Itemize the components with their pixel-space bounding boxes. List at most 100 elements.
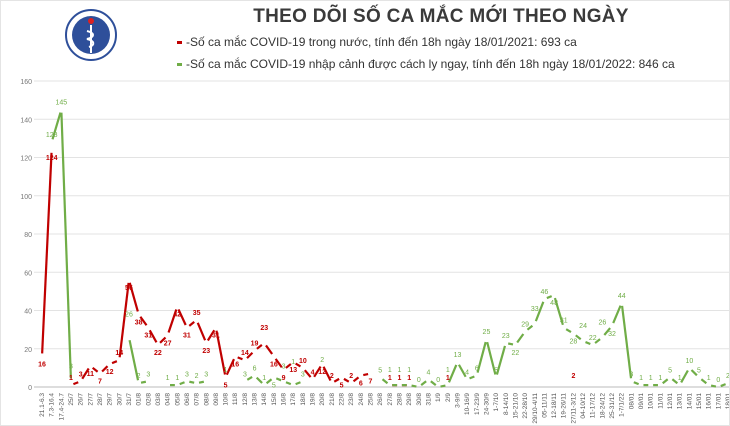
- series-segment: [585, 341, 591, 345]
- data-label: 1: [649, 375, 653, 382]
- y-tick-label: 120: [20, 156, 32, 163]
- x-tick-label: 30/7: [116, 393, 123, 406]
- data-label: 1: [398, 375, 402, 382]
- data-label: 31: [212, 333, 220, 340]
- legend-domestic: -Số ca mắc COVID-19 trong nước, tính đến…: [177, 35, 577, 49]
- x-tick-label: 08/8: [203, 393, 210, 406]
- data-label: 3: [629, 371, 633, 378]
- series-segment: [177, 308, 187, 326]
- x-tick-label: 15-21/10: [512, 393, 519, 419]
- series-segment: [411, 384, 417, 388]
- data-label: 28: [570, 338, 578, 345]
- x-tick-label: 27/11-3/12: [570, 393, 577, 424]
- series-segment: [476, 341, 487, 373]
- data-label: 9: [282, 375, 286, 382]
- data-label: 14: [241, 350, 249, 357]
- x-tick-label: 06/8: [184, 393, 191, 406]
- data-label: 5: [272, 382, 276, 389]
- series-segment: [495, 345, 507, 375]
- series-segment: [255, 376, 263, 384]
- data-label: 5: [697, 367, 701, 374]
- x-tick-label: 16/01: [706, 393, 713, 410]
- x-tick-label: 17/8: [290, 393, 297, 406]
- series-segment: [620, 305, 633, 379]
- data-label: 7: [369, 379, 373, 386]
- series-segment: [265, 378, 273, 385]
- series-segment: [198, 380, 205, 384]
- x-tick-label: 17-23/9: [474, 393, 481, 415]
- data-label: 6: [253, 366, 257, 373]
- data-label: 35: [193, 310, 201, 317]
- data-label: 4: [311, 369, 315, 376]
- series-segment: [447, 364, 458, 383]
- legend-marker-red: [177, 41, 182, 45]
- x-tick-label: 1/9: [435, 393, 442, 402]
- data-label: 0: [417, 377, 421, 384]
- x-tick-label: 09/01: [638, 393, 645, 410]
- x-tick-label: 05/8: [174, 393, 181, 406]
- data-label: 10: [685, 358, 693, 365]
- x-tick-label: 31/8: [425, 393, 432, 406]
- data-label: 38: [135, 319, 143, 326]
- series-segment: [167, 309, 178, 333]
- ministry-of-health-logo: [65, 9, 117, 61]
- x-tick-label: 31/7: [126, 393, 133, 406]
- x-tick-label: 19/8: [310, 393, 317, 406]
- x-tick-label: 27/8: [387, 393, 394, 406]
- data-label: 3: [204, 371, 208, 378]
- data-label: 5: [224, 382, 228, 389]
- series-segment: [159, 336, 167, 344]
- data-label: 27: [164, 340, 172, 347]
- series-segment: [295, 362, 302, 368]
- data-label: 13: [289, 367, 297, 374]
- y-tick-label: 100: [20, 194, 32, 201]
- x-tick-label: 10/8: [223, 393, 230, 406]
- x-tick-label: 10-16/9: [464, 393, 471, 415]
- y-tick-label: 80: [24, 232, 32, 239]
- x-tick-label: 22-28/10: [522, 393, 529, 419]
- series-segment: [60, 112, 72, 379]
- x-tick-label: 14/01: [686, 393, 693, 410]
- x-tick-label: 13/8: [252, 393, 259, 406]
- series-segment: [720, 383, 726, 388]
- series-segment: [457, 364, 467, 378]
- data-label: 33: [531, 306, 539, 313]
- data-label: 2: [137, 373, 141, 380]
- data-label: 124: [46, 155, 58, 162]
- data-label: 12: [106, 369, 114, 376]
- data-label: 5: [494, 367, 498, 374]
- data-label: 7: [98, 379, 102, 386]
- x-tick-label: 01/8: [136, 393, 143, 406]
- data-label: 128: [46, 132, 58, 139]
- series-segment: [118, 282, 130, 358]
- series-segment: [469, 375, 475, 380]
- data-label: 1: [678, 375, 682, 382]
- data-label: 13: [454, 352, 462, 359]
- series-segment: [565, 328, 572, 333]
- data-label: 16: [231, 361, 239, 368]
- y-tick-label: 40: [24, 309, 32, 316]
- data-label: 12: [318, 369, 326, 376]
- series-segment: [343, 377, 350, 383]
- series-segment: [333, 377, 340, 383]
- x-tick-label: 3-9/9: [454, 393, 461, 408]
- data-label: 1: [407, 375, 411, 382]
- series-segment: [148, 329, 158, 343]
- legend-label-domestic: -Số ca mắc COVID-19 trong nước, tính đến…: [186, 35, 577, 49]
- series-segment: [275, 377, 282, 382]
- legend-marker-green: [177, 63, 182, 67]
- series-segment: [295, 381, 301, 386]
- data-label: 2: [195, 373, 199, 380]
- data-label: 5: [668, 367, 672, 374]
- x-tick-label: 11/8: [232, 393, 239, 406]
- series-segment: [594, 338, 601, 344]
- data-label: 6: [359, 381, 363, 388]
- chart-title: THEO DÕI SỐ CA MẮC MỚI THEO NGÀY: [253, 6, 629, 27]
- x-tick-label: 22/8: [339, 393, 346, 406]
- data-label: 2: [571, 373, 575, 380]
- y-tick-label: 140: [20, 117, 32, 124]
- data-label: 2: [349, 373, 353, 380]
- series-segment: [206, 329, 216, 342]
- series-segment: [633, 381, 640, 386]
